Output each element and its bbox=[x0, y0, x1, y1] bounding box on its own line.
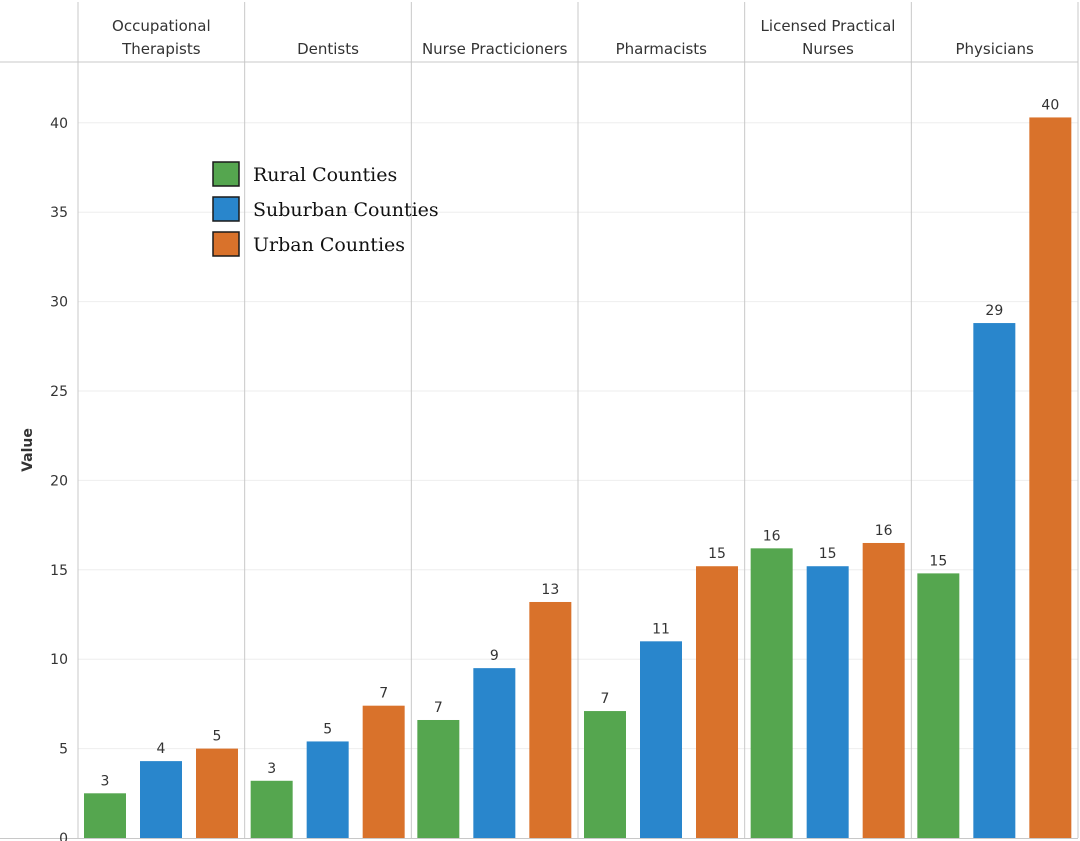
bar bbox=[306, 741, 349, 838]
category-header: Dentists bbox=[297, 40, 359, 58]
bar bbox=[862, 542, 905, 838]
category-header: Pharmacists bbox=[616, 40, 708, 58]
data-label: 15 bbox=[929, 553, 947, 569]
bar bbox=[696, 566, 738, 838]
bar bbox=[1029, 117, 1072, 839]
data-label: 11 bbox=[652, 621, 670, 637]
data-label: 7 bbox=[434, 700, 443, 716]
category-header: Physicians bbox=[955, 40, 1034, 58]
bar bbox=[640, 641, 682, 838]
bar bbox=[250, 780, 293, 838]
data-label: 3 bbox=[267, 761, 276, 777]
data-label: 7 bbox=[601, 691, 610, 707]
legend-label: Suburban Counties bbox=[253, 199, 439, 221]
y-tick-label: 15 bbox=[50, 563, 68, 579]
bar bbox=[417, 719, 460, 838]
data-label: 16 bbox=[763, 528, 781, 544]
y-tick-label: 30 bbox=[50, 295, 68, 311]
bar bbox=[750, 548, 793, 838]
y-tick-label: 10 bbox=[50, 652, 68, 668]
bar bbox=[362, 705, 405, 838]
bar bbox=[917, 573, 960, 838]
bar bbox=[140, 761, 182, 838]
category-header: Licensed Practical Nurses bbox=[761, 17, 896, 58]
bar bbox=[529, 601, 572, 838]
data-label: 7 bbox=[379, 686, 388, 702]
y-tick-label: 20 bbox=[50, 473, 68, 489]
legend-label: Rural Counties bbox=[253, 164, 397, 186]
bar bbox=[973, 323, 1016, 838]
bar bbox=[584, 711, 626, 838]
y-axis-ticks: 0 5 10 15 20 25 30 35 40 bbox=[50, 116, 68, 841]
legend-label: Urban Counties bbox=[253, 234, 405, 256]
data-label: 15 bbox=[708, 546, 726, 562]
data-label: 13 bbox=[541, 582, 559, 598]
legend: Rural Counties Suburban Counties Urban Cou… bbox=[212, 161, 439, 257]
y-tick-label: 25 bbox=[50, 384, 68, 400]
y-axis-label: Value bbox=[20, 428, 36, 472]
data-label: 29 bbox=[985, 303, 1003, 319]
category-header: Nurse Practicioners bbox=[422, 40, 568, 58]
data-label: 16 bbox=[875, 523, 893, 539]
category-headers: Occupational Therapists Dentists Nurse Prac… bbox=[112, 17, 1034, 58]
bars: 3 4 5 3 5 7 7 9 13 7 11 15 16 15 16 15 29 40 bbox=[84, 97, 1072, 839]
data-label: 15 bbox=[819, 546, 837, 562]
legend-swatch bbox=[212, 231, 240, 257]
data-label: 9 bbox=[490, 648, 499, 664]
data-label: 4 bbox=[157, 741, 166, 757]
bar bbox=[84, 793, 126, 838]
data-label: 40 bbox=[1041, 97, 1059, 113]
data-label: 3 bbox=[101, 773, 110, 789]
legend-swatch bbox=[212, 161, 240, 187]
y-tick-label: 35 bbox=[50, 205, 68, 221]
category-header: Occupational Therapists bbox=[112, 17, 211, 58]
bar bbox=[196, 748, 238, 838]
legend-swatch bbox=[212, 196, 240, 222]
y-tick-label: 0 bbox=[59, 831, 68, 841]
y-tick-label: 5 bbox=[59, 742, 68, 758]
bar bbox=[806, 566, 849, 838]
bar bbox=[473, 668, 516, 838]
data-label: 5 bbox=[213, 729, 222, 745]
data-label: 5 bbox=[323, 721, 332, 737]
y-tick-label: 40 bbox=[50, 116, 68, 132]
